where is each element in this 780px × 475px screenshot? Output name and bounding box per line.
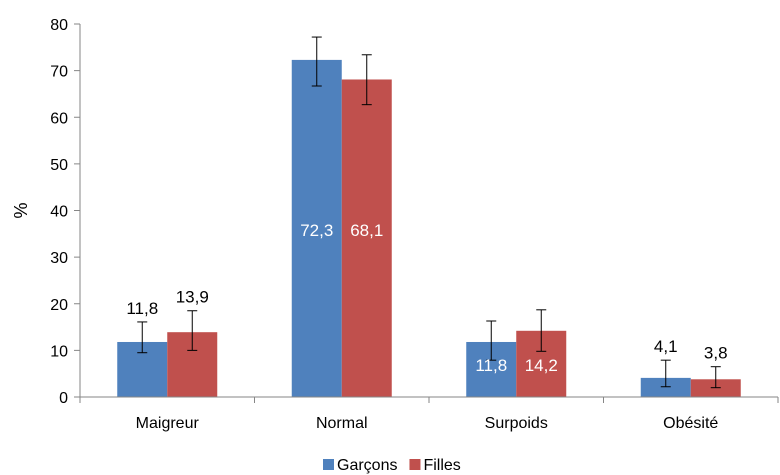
y-tick-label: 20 <box>50 297 68 314</box>
y-tick-label: 10 <box>50 343 68 360</box>
data-label: 14,2 <box>525 356 558 375</box>
bar <box>341 79 392 397</box>
bar <box>291 59 342 398</box>
bars <box>117 59 741 398</box>
legend-label: Garçons <box>337 457 397 474</box>
data-label: 11,8 <box>126 299 158 318</box>
y-tick-label: 40 <box>50 204 68 221</box>
legend: Garçons Filles <box>323 457 461 474</box>
data-label: 72,3 <box>300 221 333 240</box>
x-tick-label: Normal <box>316 415 368 432</box>
legend-swatch <box>409 459 421 470</box>
legend-label: Filles <box>423 457 460 474</box>
legend-swatch <box>323 459 334 470</box>
y-tick-label: 0 <box>59 390 68 407</box>
x-tick-label: Maigreur <box>136 415 200 432</box>
y-tick-label: 30 <box>50 250 68 267</box>
y-tick-label: 70 <box>50 64 68 81</box>
data-labels: 11,8 13,9 72,3 68,1 11,8 14,2 4,1 3,8 <box>126 221 727 375</box>
y-axis-label: % <box>11 202 31 218</box>
data-label: 3,8 <box>704 344 728 363</box>
data-label: 68,1 <box>350 221 383 240</box>
x-tick-label: Surpoids <box>485 415 548 432</box>
y-tick-label: 50 <box>50 157 68 174</box>
error-bars <box>137 36 721 389</box>
y-tick-label: 60 <box>50 110 68 127</box>
y-tick-label: 80 <box>50 17 68 34</box>
data-label: 11,8 <box>475 356 507 375</box>
x-tick-label: Obésité <box>663 415 718 432</box>
y-axis: 0 10 20 30 40 50 60 70 80 <box>50 17 81 407</box>
data-label: 4,1 <box>654 337 678 356</box>
data-label: 13,9 <box>176 288 209 307</box>
x-axis: Maigreur Normal Surpoids Obésité <box>79 396 779 432</box>
bar <box>640 377 691 397</box>
